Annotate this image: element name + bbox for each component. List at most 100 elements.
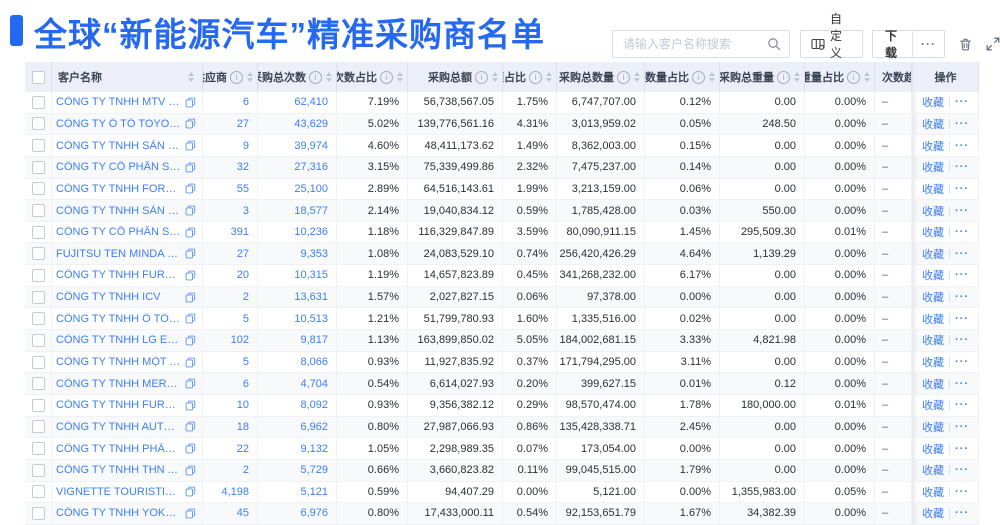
row-checkbox[interactable] [31,204,45,218]
copy-icon[interactable] [185,443,196,454]
row-checkbox[interactable] [31,420,45,434]
row-more-button[interactable]: ··· [955,204,969,217]
column-header-quantity-percent[interactable]: 数量占比 i [645,62,720,92]
favorite-button[interactable]: 收藏 [922,97,944,110]
copy-icon[interactable] [185,486,196,497]
customer-name-link[interactable]: CÔNG TY CỔ PHẦN SẢN XUẤT... [56,161,181,174]
copy-icon[interactable] [185,118,196,129]
row-checkbox[interactable] [31,333,45,347]
favorite-button[interactable]: 收藏 [922,508,944,521]
column-header-total-amount[interactable]: 采购总额 i [408,62,503,92]
customer-name-link[interactable]: CÔNG TY TNHH FURUKAWA A... [56,399,181,412]
sort-icon[interactable] [634,72,640,82]
copy-icon[interactable] [185,335,196,346]
favorite-button[interactable]: 收藏 [922,183,944,196]
purchase-times-cell[interactable]: 62,410 [258,92,337,113]
copy-icon[interactable] [185,292,196,303]
favorite-button[interactable]: 收藏 [922,313,944,326]
sort-icon[interactable] [492,72,498,82]
row-checkbox[interactable] [31,268,45,282]
column-header-total-quantity[interactable]: 采购总数量 i [557,62,645,92]
favorite-button[interactable]: 收藏 [922,118,944,131]
column-header-times-trend[interactable]: 次数趋势 [875,62,912,92]
copy-icon[interactable] [185,140,196,151]
purchase-times-cell[interactable]: 5,729 [258,459,337,481]
customer-name-link[interactable]: CÔNG TY TNHH ICV [56,291,161,304]
favorite-button[interactable]: 收藏 [922,140,944,153]
supplier-count-cell[interactable]: 27 [203,113,258,135]
info-icon[interactable]: i [847,70,860,84]
row-checkbox[interactable] [31,398,45,412]
info-icon[interactable]: i [475,70,488,84]
trash-icon[interactable] [958,37,973,52]
row-more-button[interactable]: ··· [955,117,969,130]
copy-icon[interactable] [185,227,196,238]
customer-name-link[interactable]: CÔNG TY TNHH SẢN XUẤT VÀ ... [56,139,181,152]
supplier-count-cell[interactable]: 102 [203,330,258,351]
copy-icon[interactable] [185,162,196,173]
copy-icon[interactable] [185,357,196,368]
purchase-times-cell[interactable]: 5,121 [258,481,337,503]
info-icon[interactable]: i [230,70,243,84]
copy-icon[interactable] [185,97,196,108]
supplier-count-cell[interactable]: 20 [203,265,258,286]
customize-columns-button[interactable]: 自定义列 [800,12,863,77]
favorite-button[interactable]: 收藏 [922,205,944,218]
row-more-button[interactable]: ··· [955,139,969,152]
sort-icon[interactable] [247,72,253,82]
supplier-count-cell[interactable]: 391 [203,221,258,243]
purchase-times-cell[interactable]: 27,316 [258,156,337,178]
purchase-times-cell[interactable]: 18,577 [258,200,337,221]
customer-name-link[interactable]: CÔNG TY TNHH SẢN XUẤT VÀ ... [56,204,181,217]
row-more-button[interactable]: ··· [955,420,969,433]
row-more-button[interactable]: ··· [955,182,969,195]
supplier-count-cell[interactable]: 6 [203,373,258,394]
copy-icon[interactable] [185,508,196,519]
row-checkbox[interactable] [31,225,45,239]
row-more-button[interactable]: ··· [955,96,969,109]
row-checkbox[interactable] [31,463,45,477]
copy-icon[interactable] [185,313,196,324]
favorite-button[interactable]: 收藏 [922,292,944,305]
customer-name-link[interactable]: CÔNG TY TNHH YOKOWO VIỆT... [56,507,181,520]
sort-icon[interactable] [397,72,403,82]
customer-name-link[interactable]: CÔNG TY Ô TÔ TOYOTA VIỆT ... [56,117,181,130]
download-button[interactable]: 下载 [884,29,900,60]
supplier-count-cell[interactable]: 18 [203,416,258,438]
row-checkbox[interactable] [31,139,45,153]
favorite-button[interactable]: 收藏 [922,335,944,348]
customer-name-link[interactable]: FUJITSU TEN MINDA INDIA PVT... [56,247,181,260]
favorite-button[interactable]: 收藏 [922,270,944,283]
favorite-button[interactable]: 收藏 [922,443,944,456]
purchase-times-cell[interactable]: 9,817 [258,330,337,351]
customer-name-link[interactable]: CÔNG TY TNHH FORD VIỆT NAM [56,182,181,195]
purchase-times-cell[interactable]: 10,513 [258,308,337,330]
row-checkbox[interactable] [31,485,45,499]
row-checkbox[interactable] [31,312,45,326]
row-checkbox[interactable] [31,377,45,391]
row-checkbox[interactable] [31,117,45,131]
copy-icon[interactable] [185,465,196,476]
row-more-button[interactable]: ··· [955,269,969,282]
row-more-button[interactable]: ··· [955,291,969,304]
column-header-total-purchase-times[interactable]: 采购总次数 i [258,62,337,92]
row-checkbox[interactable] [31,247,45,261]
download-more-button[interactable]: ··· [912,31,944,57]
supplier-count-cell[interactable]: 6 [203,92,258,113]
info-icon[interactable]: i [692,70,705,84]
purchase-times-cell[interactable]: 39,974 [258,135,337,156]
row-checkbox[interactable] [31,182,45,196]
supplier-count-cell[interactable]: 22 [203,438,258,459]
purchase-times-cell[interactable]: 6,962 [258,416,337,438]
row-more-button[interactable]: ··· [955,247,969,260]
purchase-times-cell[interactable]: 10,236 [258,221,337,243]
favorite-button[interactable]: 收藏 [922,248,944,261]
purchase-times-cell[interactable]: 8,066 [258,351,337,373]
row-checkbox[interactable] [31,355,45,369]
purchase-times-cell[interactable]: 9,353 [258,243,337,265]
row-checkbox[interactable] [31,442,45,456]
sort-icon[interactable] [188,72,194,82]
favorite-button[interactable]: 收藏 [922,486,944,499]
purchase-times-cell[interactable]: 4,704 [258,373,337,394]
purchase-times-cell[interactable]: 9,132 [258,438,337,459]
